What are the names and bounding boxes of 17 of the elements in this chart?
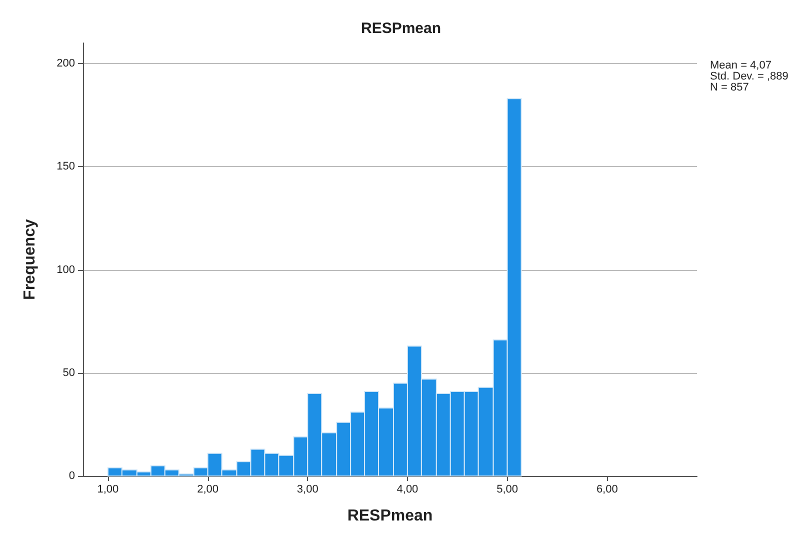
y-tick-label: 150 [56, 160, 75, 173]
y-tick-label: 200 [56, 58, 75, 70]
x-tick-label: 6,00 [596, 484, 618, 496]
x-tick-label: 5,00 [496, 484, 518, 496]
x-axis-title: RESPmean [347, 508, 433, 524]
text: Mean = 4,07 [710, 60, 772, 72]
y-tick-label: 100 [56, 264, 75, 276]
y-tick-label: 50 [62, 366, 75, 379]
x-tick-label: 4,00 [396, 484, 418, 496]
y-tick-label: 0 [68, 470, 75, 482]
y-axis-title: Frequency [22, 218, 38, 300]
text: Std. Dev. = ,889 [710, 70, 788, 82]
x-tick-label: 3,00 [296, 484, 318, 496]
x-tick-label: 1,00 [97, 484, 119, 496]
chart-title: RESPmean [360, 20, 442, 37]
text: N = 857 [710, 82, 749, 94]
x-tick-label: 2,00 [197, 484, 219, 496]
